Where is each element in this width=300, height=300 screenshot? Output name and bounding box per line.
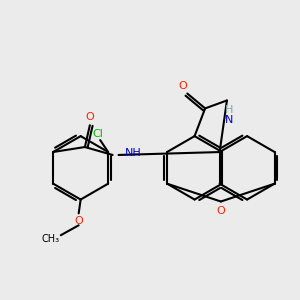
Text: H: H [225,105,233,116]
Text: O: O [178,81,187,91]
Text: O: O [85,112,94,122]
Text: Cl: Cl [93,129,104,139]
Text: O: O [217,206,225,216]
Text: CH₃: CH₃ [42,234,60,244]
Text: NH: NH [124,148,141,158]
Text: N: N [225,115,233,125]
Text: O: O [74,216,83,226]
